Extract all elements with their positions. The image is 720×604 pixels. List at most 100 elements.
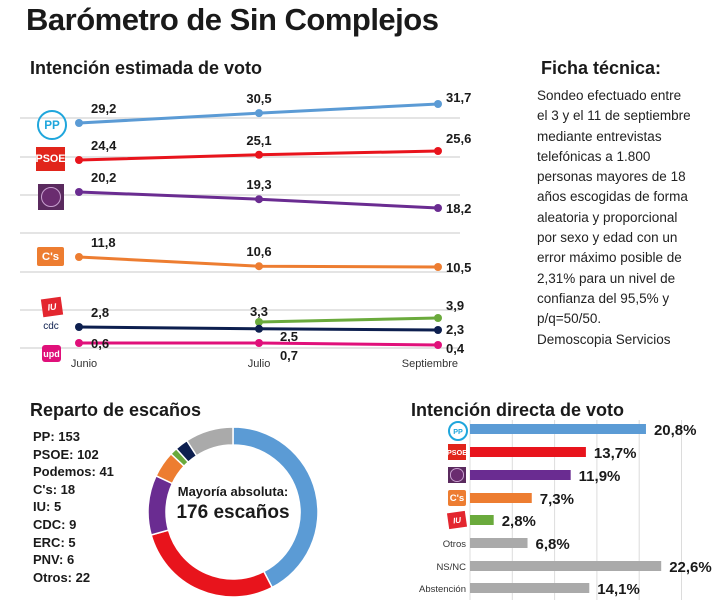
bar-psoe	[470, 447, 586, 457]
point-cdc	[434, 326, 442, 334]
line-iu	[258, 316, 439, 324]
seat-item: C's: 18	[33, 481, 76, 497]
bar-value-label: 6,8%	[536, 536, 570, 553]
value-label-upd: 0,6	[91, 336, 109, 351]
donut-slice-otros	[185, 426, 234, 457]
point-cs	[75, 253, 83, 261]
psoe-bar-logo: PSOE	[447, 444, 467, 460]
seat-item: IU: 5	[33, 499, 62, 515]
donut-slice-psoe	[150, 529, 274, 598]
point-pp	[434, 100, 442, 108]
bar-podemos	[470, 470, 571, 480]
podemos-circle-icon	[40, 186, 62, 208]
value-label-cdc: 2,5	[280, 329, 298, 344]
value-label-podemos: 20,2	[91, 170, 116, 185]
bar-iu	[470, 515, 494, 525]
point-psoe	[75, 156, 83, 164]
donut-slice-podemos	[147, 474, 174, 536]
point-cs	[255, 262, 263, 271]
point-cdc	[255, 324, 263, 333]
point-pp	[75, 119, 83, 127]
podemos-circle-icon	[449, 468, 465, 482]
point-podemos	[434, 204, 442, 212]
value-label-cdc: 2,8	[91, 305, 109, 320]
bar-value-label: 13,7%	[594, 445, 637, 462]
ficha-text: Sondeo efectuado entre el 3 y el 11 de s…	[537, 88, 691, 347]
value-label-iu: 3,9	[446, 298, 464, 313]
line-chart-title: Intención estimada de voto	[30, 58, 263, 78]
pp-logo: PP	[37, 110, 67, 140]
seat-item: PNV: 6	[33, 552, 75, 568]
seat-item: Otros: 22	[33, 569, 91, 585]
point-cs	[434, 263, 442, 271]
cs-bar-logo: C's	[448, 490, 466, 506]
bar-category-label: Otros	[443, 539, 466, 550]
bar-NS/NC	[470, 561, 662, 571]
point-iu	[255, 318, 263, 326]
value-label-upd: 0,4	[446, 341, 465, 356]
bar-value-label: 7,3%	[540, 491, 574, 508]
value-label-upd: 0,7	[280, 348, 298, 363]
bar-Abstención	[470, 583, 590, 593]
donut-slice-pp	[232, 426, 319, 589]
x-tick-label: Septiembre	[402, 358, 458, 370]
bar-value-label: 20,8%	[654, 422, 697, 439]
bar-category-label: NS/NC	[436, 562, 466, 573]
bar-category-label: Abstención	[419, 584, 466, 595]
value-label-psoe: 25,1	[246, 133, 271, 148]
bar-Otros	[470, 538, 528, 548]
bar-value-label: 11,9%	[579, 468, 621, 485]
point-cdc	[75, 323, 83, 331]
value-label-pp: 31,7	[446, 90, 471, 105]
value-label-podemos: 19,3	[246, 177, 271, 192]
page-title: Barómetro de Sin Complejos	[26, 2, 439, 37]
donut-center-value: 176 escaños	[176, 502, 290, 523]
ficha-heading: Ficha técnica:	[541, 58, 662, 78]
pp-bar-logo: PP	[448, 421, 468, 441]
bar-chart-title: Intención directa de voto	[411, 400, 625, 420]
point-psoe	[434, 147, 442, 155]
seats-legend: PP: 153 PSOE: 102 Podemos: 41 C's: 18 IU…	[33, 428, 114, 586]
point-psoe	[255, 150, 263, 159]
seats-title: Reparto de escaños	[30, 400, 202, 420]
seat-item: PP: 153	[33, 429, 80, 444]
point-upd	[75, 339, 83, 347]
point-pp	[255, 109, 263, 118]
value-label-psoe: 24,4	[91, 138, 117, 153]
value-label-cs: 10,5	[446, 260, 471, 275]
value-label-pp: 30,5	[246, 91, 271, 106]
cdc-logo: cdc	[43, 320, 59, 332]
value-label-podemos: 18,2	[446, 201, 471, 216]
value-label-iu: 3,3	[250, 304, 268, 319]
point-upd	[434, 341, 442, 349]
point-podemos	[75, 188, 83, 196]
upd-logo: upd	[42, 345, 61, 362]
value-label-psoe: 25,6	[446, 131, 471, 146]
point-podemos	[255, 195, 263, 204]
bar-cs	[470, 493, 532, 503]
bar-value-label: 14,1%	[597, 581, 640, 598]
seat-item: Podemos: 41	[33, 464, 114, 480]
point-iu	[434, 314, 442, 322]
bar-pp	[470, 424, 646, 434]
donut-center-label: Mayoría absoluta:	[177, 484, 289, 499]
seat-item: ERC: 5	[33, 534, 76, 550]
iu-bar-logo: IU	[446, 510, 468, 530]
psoe-logo: PSOE	[36, 147, 66, 171]
bar-value-label: 22,6%	[669, 559, 712, 576]
x-tick-label: Julio	[248, 358, 271, 370]
seat-item: CDC: 9	[33, 516, 77, 532]
seat-item: PSOE: 102	[33, 446, 99, 462]
podemos-logo	[38, 184, 64, 210]
bar-value-label: 2,8%	[502, 513, 536, 530]
value-label-cs: 10,6	[246, 244, 271, 259]
x-tick-label: Junio	[71, 358, 97, 370]
value-label-cs: 11,8	[91, 235, 116, 250]
value-label-cdc: 2,3	[446, 322, 464, 337]
iu-logo: IU	[40, 296, 64, 318]
point-upd	[255, 339, 263, 347]
value-label-pp: 29,2	[91, 101, 116, 116]
cs-logo: C's	[37, 247, 64, 266]
